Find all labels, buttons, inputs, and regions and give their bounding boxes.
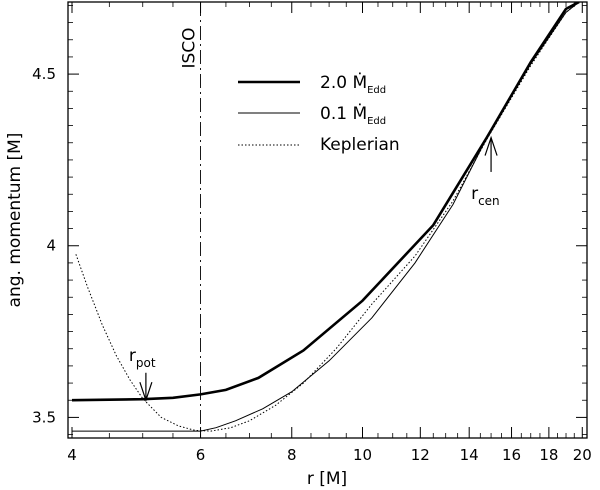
- x-tick-label: 12: [411, 446, 430, 464]
- x-tick-label: 14: [460, 446, 479, 464]
- arrow-head: [139, 382, 153, 403]
- x-tick-label: 18: [539, 446, 558, 464]
- y-tick-label: 4: [46, 237, 56, 255]
- isco-label: ISCO: [180, 27, 200, 68]
- y-axis-ticks: 3.5 4 4.5: [32, 5, 587, 435]
- x-tick-label: 8: [287, 446, 297, 464]
- r-cen-label: rcen: [471, 184, 500, 208]
- legend: 2.0 ṀEdd 0.1 ṀEdd Keplerian: [238, 72, 400, 155]
- x-tick-label: 6: [196, 446, 206, 464]
- plot-frame: [67, 1, 588, 439]
- r-pot-label: rpot: [129, 346, 156, 370]
- y-tick-label: 4.5: [32, 65, 56, 83]
- series-keplerian-line: [75, 2, 580, 432]
- legend-label-keplerian: Keplerian: [320, 135, 400, 155]
- arrow-head: [484, 135, 498, 156]
- x-tick-label: 10: [353, 446, 372, 464]
- legend-label-2.0-medd: 2.0 ṀEdd: [320, 72, 386, 96]
- r-pot-arrow: [139, 372, 153, 403]
- legend-label-0.1-medd: 0.1 ṀEdd: [320, 103, 386, 127]
- x-axis-title: r [M]: [307, 469, 347, 489]
- series-2.0-medd-line: [71, 2, 580, 402]
- x-axis-ticks: 4 6 8 10 12 14 16 18 20: [67, 2, 592, 464]
- x-tick-label: 4: [67, 446, 77, 464]
- r-cen-arrow: [484, 135, 498, 172]
- x-tick-label: 16: [502, 446, 521, 464]
- y-tick-label: 3.5: [32, 408, 56, 426]
- y-axis-title: ang. momentum [M]: [5, 133, 25, 308]
- x-tick-label: 20: [573, 446, 592, 464]
